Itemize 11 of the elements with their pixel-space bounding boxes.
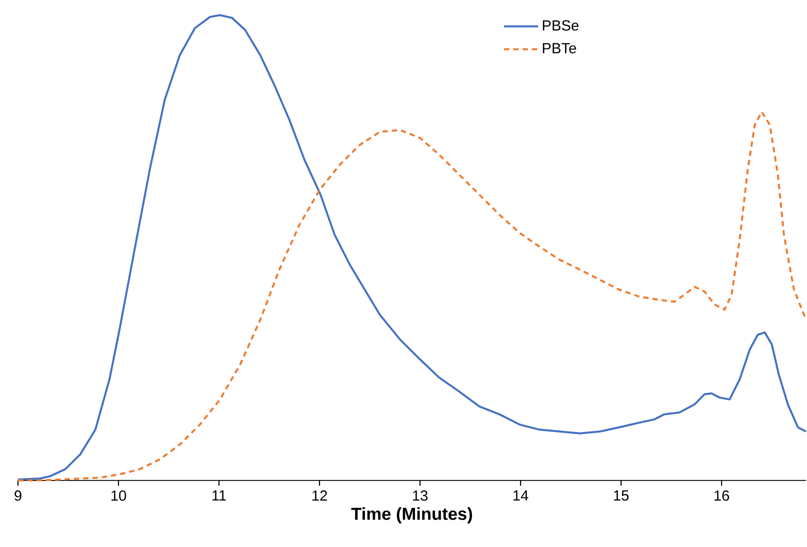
legend-label: PBTe xyxy=(542,43,576,54)
x-tick-label: 13 xyxy=(413,490,428,501)
x-tick-label: 12 xyxy=(312,490,327,500)
x-axis-title: Time (Minutes) xyxy=(351,507,472,524)
x-tick-label: 10 xyxy=(111,490,126,501)
legend-label: PBSe xyxy=(542,20,579,31)
x-tick-label: 14 xyxy=(514,490,528,500)
x-tick-label: 16 xyxy=(714,490,730,501)
x-tick-label: 15 xyxy=(614,490,629,500)
x-tick-label: 9 xyxy=(14,490,22,501)
x-tick-label: 11 xyxy=(212,490,226,500)
